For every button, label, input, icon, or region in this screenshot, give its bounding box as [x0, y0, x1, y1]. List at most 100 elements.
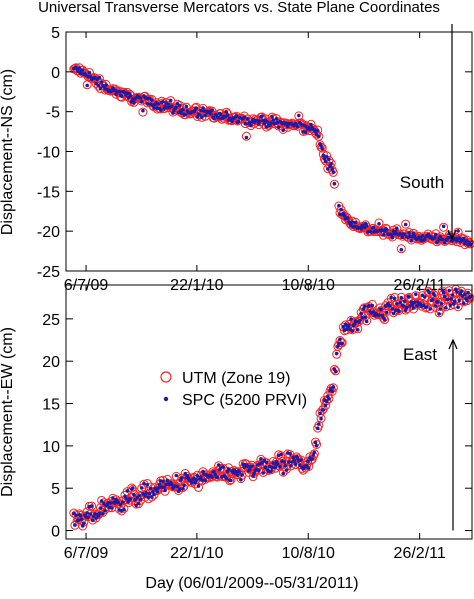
ew-y-axis-label: Displacement--EW (cm) — [0, 327, 16, 497]
utm-point — [69, 508, 79, 518]
utm-point — [129, 489, 139, 499]
spc-point — [150, 495, 154, 499]
spc-point — [410, 303, 415, 307]
spc-point — [85, 83, 89, 88]
spc-point — [402, 299, 407, 304]
spc-point — [177, 487, 182, 492]
spc-point — [371, 225, 376, 230]
ew-y-axis: 25 20 15 10 5 0 — [42, 312, 472, 541]
y-tick-label: 0 — [51, 65, 60, 82]
spc-point — [323, 159, 328, 164]
spc-point — [465, 298, 469, 303]
legend-spc-label: SPC (5200 PRVI) — [182, 392, 307, 409]
spc-point — [361, 307, 366, 311]
spc-point — [195, 474, 200, 478]
spc-point — [76, 518, 81, 522]
y-tick-label: 0 — [51, 524, 60, 541]
utm-point — [329, 179, 339, 189]
spc-point — [98, 86, 103, 90]
spc-point — [221, 465, 225, 469]
spc-point — [145, 102, 150, 106]
spc-point — [199, 475, 203, 479]
spc-point — [152, 492, 156, 497]
spc-point — [389, 232, 394, 237]
spc-point — [119, 94, 124, 98]
x-tick-label: 22/1/10 — [170, 545, 223, 562]
legend-spc-marker — [163, 396, 169, 402]
spc-point — [98, 506, 103, 510]
spc-point — [245, 464, 250, 469]
spc-point — [240, 473, 244, 477]
spc-point — [282, 460, 287, 464]
spc-point — [315, 128, 320, 133]
spc-point — [436, 300, 440, 304]
spc-point — [407, 295, 411, 299]
spc-point — [242, 115, 246, 120]
spc-point — [279, 452, 283, 457]
spc-point — [108, 501, 113, 505]
spc-point — [360, 315, 365, 320]
spc-point — [305, 459, 310, 464]
spc-point — [358, 318, 362, 323]
spc-point — [409, 239, 414, 243]
spc-point — [170, 104, 174, 109]
spc-point — [330, 389, 335, 394]
spc-point — [463, 292, 467, 297]
spc-point — [432, 236, 437, 240]
spc-point — [327, 397, 331, 401]
ns-panel: 5 0 -5 -10 -15 -20 -25 6/7/09 22/1/10 10/8/10 26/… — [0, 24, 474, 294]
spc-point — [248, 467, 252, 472]
spc-point — [209, 112, 213, 116]
spc-point — [427, 290, 431, 295]
spc-point — [422, 295, 427, 299]
spc-point — [455, 238, 459, 243]
spc-point — [194, 106, 199, 110]
spc-point — [381, 233, 386, 237]
spc-point — [79, 517, 84, 521]
spc-point — [364, 319, 369, 324]
spc-point — [292, 458, 297, 463]
spc-point — [342, 213, 347, 218]
spc-point — [395, 226, 399, 231]
spc-point — [260, 114, 264, 118]
spc-point — [166, 102, 171, 106]
spc-point — [456, 229, 460, 233]
y-tick-label: 15 — [42, 397, 60, 414]
spc-point — [377, 313, 381, 318]
spc-point — [197, 113, 202, 117]
utm-point — [401, 219, 411, 229]
spc-point — [122, 507, 126, 512]
spc-point — [85, 511, 89, 515]
spc-point — [136, 501, 141, 506]
spc-point — [297, 113, 301, 118]
spc-point — [466, 290, 470, 295]
spc-point — [114, 92, 118, 97]
spc-point — [97, 511, 102, 516]
spc-point — [80, 68, 85, 72]
spc-point — [370, 303, 375, 308]
spc-point — [239, 478, 243, 482]
spc-point — [144, 490, 148, 495]
spc-point — [88, 512, 93, 516]
spc-point — [295, 125, 300, 129]
south-arrow — [447, 24, 457, 241]
spc-point — [97, 75, 102, 80]
spc-point — [162, 485, 166, 490]
spc-point — [333, 369, 338, 374]
spc-point — [143, 494, 147, 498]
spc-point — [461, 236, 466, 241]
utm-point — [312, 440, 322, 449]
spc-point — [319, 416, 323, 421]
spc-point — [269, 121, 273, 125]
spc-point — [291, 455, 296, 460]
spc-point — [326, 167, 330, 171]
spc-point — [401, 304, 406, 308]
spc-point — [405, 305, 409, 310]
spc-point — [156, 486, 161, 490]
spc-point — [461, 301, 466, 306]
spc-point — [269, 469, 273, 474]
spc-point — [101, 512, 105, 516]
utm-point — [352, 318, 362, 328]
spc-point — [428, 307, 433, 311]
